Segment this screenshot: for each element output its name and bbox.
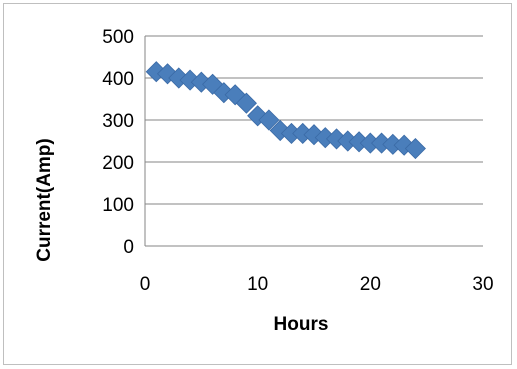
y-tick-label: 400 xyxy=(102,69,134,90)
x-tick-label: 10 xyxy=(247,274,268,295)
data-point xyxy=(235,92,257,114)
x-tick-label: 20 xyxy=(360,274,381,295)
y-tick-label: 300 xyxy=(102,111,134,132)
y-axis-title: Current(Amp) xyxy=(34,138,55,262)
chart-frame xyxy=(3,3,512,365)
data-point xyxy=(258,109,280,131)
x-tick-label: 30 xyxy=(472,274,493,295)
y-tick-labels: 0 100 200 300 400 500 xyxy=(102,27,134,258)
gridlines xyxy=(145,35,483,205)
y-tick-label: 200 xyxy=(102,153,134,174)
x-tick-label: 0 xyxy=(140,274,151,295)
data-point xyxy=(404,137,426,160)
x-axis-title: Hours xyxy=(274,314,329,335)
axes xyxy=(144,36,483,247)
y-tick-label: 0 xyxy=(123,237,134,258)
data-points xyxy=(145,61,426,160)
y-tick-label: 500 xyxy=(102,27,134,48)
x-tick-labels: 0 10 20 30 xyxy=(140,274,494,295)
y-tick-label: 100 xyxy=(102,195,134,216)
